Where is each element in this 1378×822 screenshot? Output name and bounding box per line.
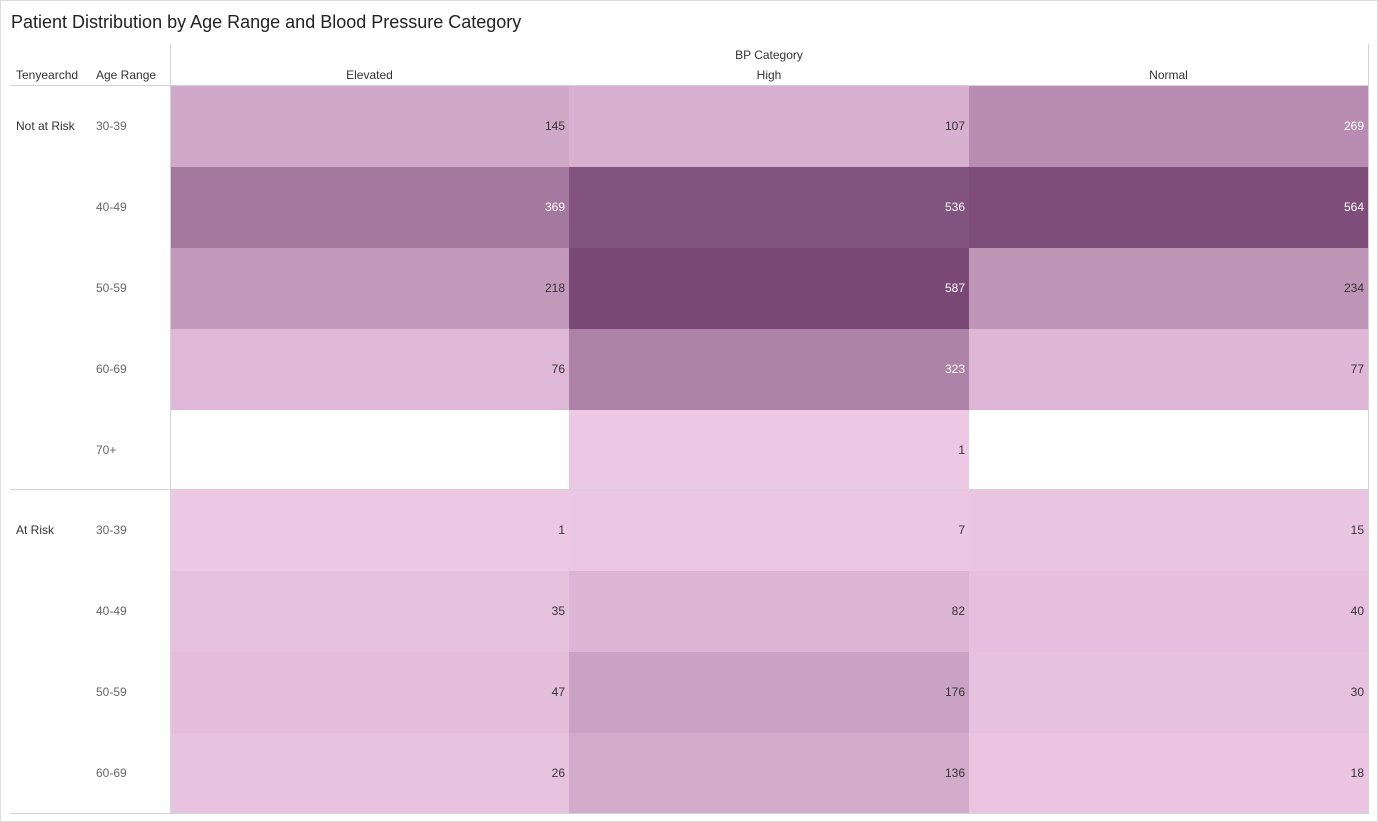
cell-value-label: 176 [944, 684, 965, 699]
row-header-age-range: Age Range [96, 68, 157, 82]
group-divider-line [10, 489, 1369, 490]
heatmap-cell: 15 [969, 490, 1368, 571]
right-edge-line [1368, 44, 1369, 814]
cell-value-label: 136 [944, 765, 965, 780]
heatmap-cell: 176 [569, 652, 969, 733]
cell-value-label: 107 [944, 118, 965, 133]
cell-value-label: 7 [958, 522, 965, 537]
cell-value-label: 40 [1350, 603, 1364, 618]
heatmap-cell: 1 [170, 490, 569, 571]
heatmap-cell: 7 [569, 490, 969, 571]
cell-value-label: 536 [944, 199, 965, 214]
cell-value-label: 587 [944, 280, 965, 295]
column-group-title: BP Category [735, 48, 803, 62]
header-bottom-line [10, 85, 1369, 86]
group-label: Not at Risk [16, 118, 75, 133]
row-header-tenyearchd: Tenyearchd [16, 68, 79, 82]
age-range-label: 70+ [96, 442, 117, 457]
heatmap-cell: 35 [170, 571, 569, 652]
column-header-normal: Normal [1149, 68, 1188, 82]
heatmap-cell: 536 [569, 167, 969, 248]
cell-value-label: 323 [944, 361, 965, 376]
cell-value-label: 269 [1343, 118, 1364, 133]
row-header-divider [170, 44, 171, 814]
cell-value-label: 145 [544, 118, 565, 133]
cell-value-label: 26 [551, 765, 565, 780]
age-range-label: 40-49 [96, 199, 127, 214]
cell-value-label: 18 [1350, 765, 1364, 780]
heatmap-cell: 145 [170, 86, 569, 167]
column-header-elevated: Elevated [346, 68, 393, 82]
heatmap-cell: 76 [170, 329, 569, 410]
bottom-line [10, 813, 1369, 814]
cell-value-label: 15 [1350, 522, 1364, 537]
cell-value-label: 1 [558, 522, 565, 537]
age-range-label: 50-59 [96, 280, 127, 295]
age-range-label: 50-59 [96, 684, 127, 699]
age-range-label: 40-49 [96, 603, 127, 618]
cell-value-label: 369 [544, 199, 565, 214]
cell-value-label: 82 [951, 603, 965, 618]
heatmap-cell: 234 [969, 248, 1368, 329]
group-label: At Risk [16, 522, 55, 537]
heatmap-cell: 564 [969, 167, 1368, 248]
age-range-label: 60-69 [96, 361, 127, 376]
column-header-high: High [756, 68, 782, 82]
age-range-label: 60-69 [96, 765, 127, 780]
heatmap-cell: 40 [969, 571, 1368, 652]
heatmap-cell: 26 [170, 733, 569, 814]
heatmap-cell: 47 [170, 652, 569, 733]
cell-value-label: 35 [551, 603, 565, 618]
heatmap-cell: 136 [569, 733, 969, 814]
heatmap-cell: 77 [969, 329, 1368, 410]
age-range-label: 30-39 [96, 522, 127, 537]
cell-value-label: 1 [958, 442, 965, 457]
cell-value-label: 47 [551, 684, 565, 699]
cell-value-label: 30 [1350, 684, 1364, 699]
cell-value-label: 218 [544, 280, 565, 295]
heatmap-cell: 587 [569, 248, 969, 329]
age-range-label: 30-39 [96, 118, 127, 133]
cell-value-label: 564 [1343, 199, 1364, 214]
heatmap-cell: 323 [569, 329, 969, 410]
chart-title: Patient Distribution by Age Range and Bl… [11, 12, 522, 32]
heatmap-cell: 218 [170, 248, 569, 329]
cell-value-label: 77 [1350, 361, 1364, 376]
cell-value-label: 234 [1343, 280, 1364, 295]
heatmap-cell: 18 [969, 733, 1368, 814]
heatmap-cell: 82 [569, 571, 969, 652]
heatmap-cell: 107 [569, 86, 969, 167]
heatmap-cell: 369 [170, 167, 569, 248]
heatmap-cell: 269 [969, 86, 1368, 167]
heatmap-cell: 30 [969, 652, 1368, 733]
cell-value-label: 76 [551, 361, 565, 376]
heatmap-cell: 1 [569, 410, 969, 491]
